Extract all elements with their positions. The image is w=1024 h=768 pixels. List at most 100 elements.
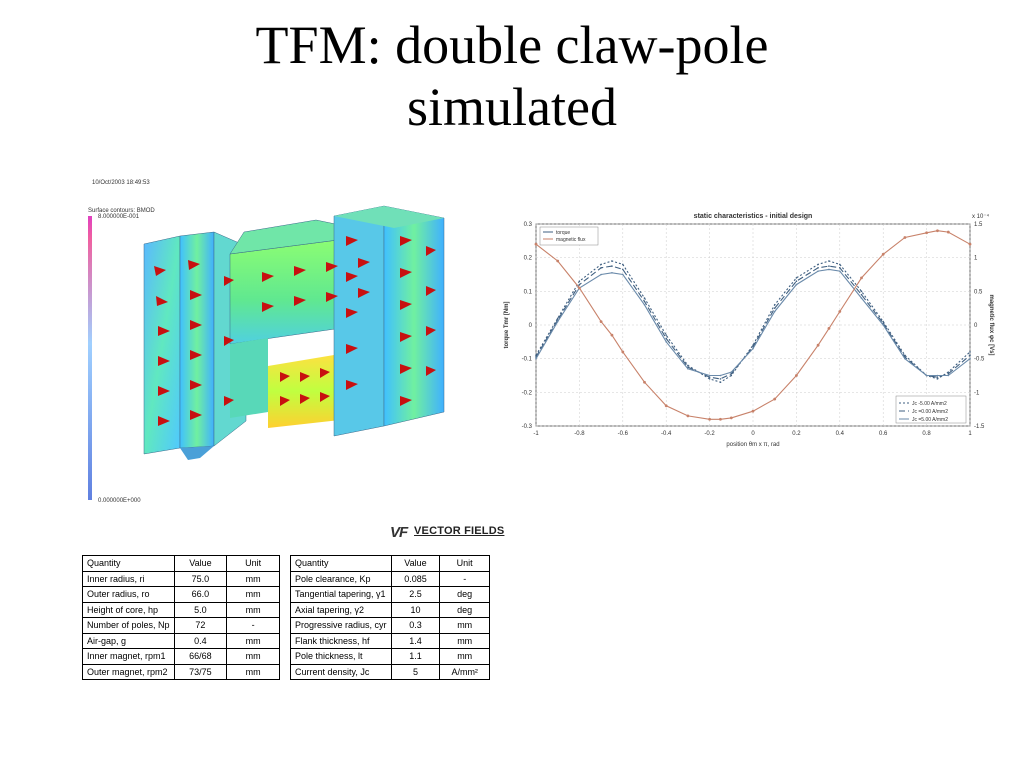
data-point: [611, 265, 613, 267]
table-header-row: Quantity Value Unit: [82, 555, 280, 572]
data-point: [687, 364, 689, 367]
table-cell: 0.085: [390, 570, 441, 587]
logo-text: VECTOR FIELDS: [414, 525, 505, 537]
chart-title: static characteristics - initial design: [694, 213, 813, 220]
data-point: [925, 374, 928, 377]
table-cell: Axial tapering, γ2: [290, 601, 392, 618]
data-point: [730, 373, 733, 375]
data-point: [643, 300, 646, 303]
data-point: [860, 290, 863, 293]
table-row: Outer radius, ro 66.0 mm: [82, 586, 280, 603]
y-right-tick-label: -1.5: [974, 424, 985, 430]
field-simulation-image: 10/Oct/2003 18:49:53 Surface contours: B…: [84, 176, 484, 510]
right-axis-exponent: x 10⁻⁴: [972, 213, 990, 220]
legend-top-box: [539, 226, 599, 246]
x-tick-label: 0.6: [879, 431, 888, 437]
table-header-cell: Unit: [439, 555, 490, 572]
data-point: [936, 378, 939, 380]
table-row: Inner radius, ri 75.0 mm: [82, 570, 280, 587]
data-point: [708, 374, 711, 377]
table-row: Pole clearance, Kp 0.085-: [290, 570, 490, 587]
data-point: [860, 297, 863, 299]
table-cell: 0.4: [173, 632, 228, 649]
data-point: [936, 376, 939, 378]
static-characteristics-chart: -1 -0.8 -0.6 -0.4 -0.2 0 0.2 0.4 0.6 0.8 1 0.3 0.2 0.…: [500, 206, 996, 450]
slide-title-line1: TFM: double claw-pole: [255, 15, 769, 75]
y-tick-label: -0.1: [522, 357, 533, 363]
data-point: [860, 276, 863, 280]
data-point: [882, 320, 884, 323]
table-cell: mm: [226, 586, 280, 603]
table-cell: Height of core, hp: [82, 601, 175, 618]
x-tick-label: 0.4: [836, 431, 845, 437]
table-row: Progressive radius, cyr 0.3 mm: [290, 617, 490, 634]
data-point: [817, 263, 819, 266]
data-point: [828, 260, 830, 262]
table-cell: 5: [390, 663, 441, 680]
data-point: [882, 324, 884, 326]
table-cell: mm: [226, 601, 280, 618]
data-point: [708, 417, 711, 421]
data-point: [969, 351, 971, 353]
table-cell: mm: [439, 648, 490, 665]
chart-svg: -1 -0.8 -0.6 -0.4 -0.2 0 0.2 0.4 0.6 0.8 1 0.3 0.2 0.…: [504, 213, 994, 448]
legend-label: magnetic flux: [556, 237, 586, 243]
data-point: [600, 263, 602, 266]
table-cell: -: [226, 617, 280, 634]
data-point: [947, 373, 950, 375]
data-point: [611, 260, 613, 262]
legend-label: Jc =0.00 A/mm2: [912, 409, 948, 415]
data-point: [827, 326, 831, 330]
data-point: [622, 268, 624, 271]
table-row: Height of core, hp 5.0 mm: [82, 601, 280, 618]
table-row: Outer magnet, rpm2 73/75 mm: [82, 663, 280, 680]
data-point: [578, 286, 581, 290]
data-point: [795, 283, 798, 286]
data-point: [578, 280, 581, 283]
data-point: [969, 354, 971, 357]
data-point: [968, 242, 972, 246]
vector-fields-logo: VF VECTOR FIELDS: [388, 522, 514, 542]
table-cell: 1.1: [390, 648, 441, 665]
claw-pole-model-graphic: [88, 205, 445, 500]
table-header-cell: Quantity: [82, 555, 175, 572]
contour-label: Surface contours: BMOD: [88, 208, 155, 214]
y-axis-label: torque Tmr [Nm]: [504, 302, 510, 349]
data-point: [752, 347, 754, 350]
table-cell: Current density, Jc: [290, 663, 392, 680]
table-cell: Flank thickness, hf: [290, 632, 392, 649]
scale-min-label: 0.000000E+000: [98, 498, 141, 504]
x-tick-label: 0.8: [922, 431, 931, 437]
x-tick-label: -0.8: [574, 431, 585, 437]
data-point: [556, 317, 559, 320]
data-point: [773, 397, 777, 401]
left-claw-block: [143, 231, 247, 460]
data-point: [622, 263, 624, 266]
data-point: [817, 266, 819, 269]
data-point: [556, 320, 559, 323]
data-point: [729, 416, 733, 420]
table-row: Number of poles, Np 72-: [82, 617, 280, 634]
data-point: [730, 371, 733, 373]
x-tick-label: -1: [533, 431, 539, 437]
table-cell: Pole thickness, lt: [290, 648, 392, 665]
table-cell: 10: [390, 601, 441, 618]
table-cell: -: [439, 570, 490, 587]
data-point: [838, 310, 842, 313]
data-point: [643, 380, 646, 384]
color-scale-bar: [88, 216, 92, 500]
data-point: [903, 236, 907, 239]
y-right-tick-label: -0.5: [974, 357, 985, 363]
data-point: [795, 374, 798, 377]
table-cell: deg: [439, 601, 490, 618]
data-point: [719, 417, 722, 421]
data-point: [599, 320, 603, 324]
data-point: [556, 259, 560, 263]
table-cell: 2.5: [390, 586, 441, 603]
data-point: [621, 350, 625, 354]
parameter-table-2: Quantity Value Unit Pole clearance, Kp 0.085…: [290, 555, 490, 680]
data-point: [600, 273, 602, 276]
table-cell: 1.4: [390, 632, 441, 649]
flux-arrows: [154, 236, 436, 426]
logo-mark: VF: [390, 524, 408, 541]
